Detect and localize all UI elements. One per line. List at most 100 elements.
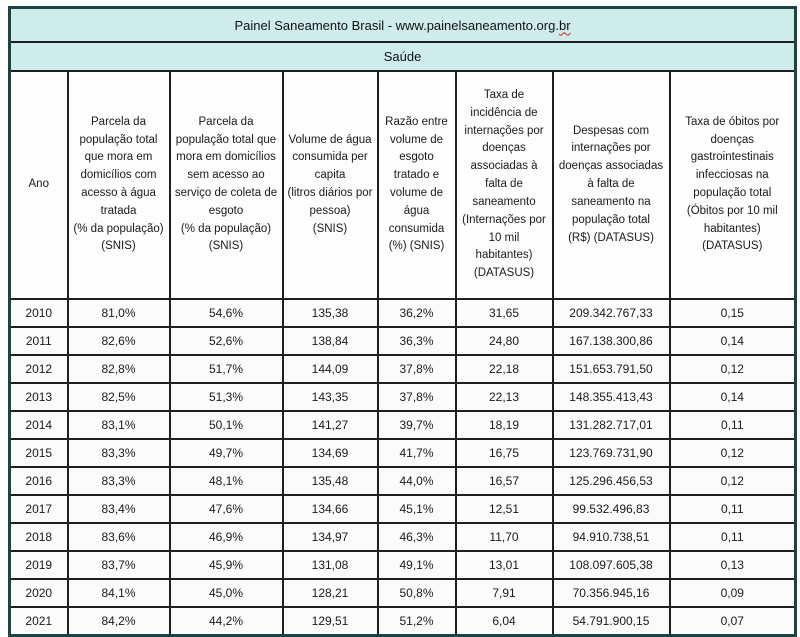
cell-value: 0,11 (668, 494, 797, 524)
cell-value: 108.097.605,38 (551, 550, 671, 580)
cell-value: 131,08 (281, 550, 379, 580)
section-header-saude: Saúde (8, 41, 797, 72)
cell-value: 13,01 (454, 550, 554, 580)
cell-value: 0,11 (668, 522, 797, 552)
cell-value: 22,13 (454, 382, 554, 412)
column-header-despesas: Despesas com internações por doenças ass… (551, 70, 671, 300)
cell-value: 81,0% (66, 298, 171, 328)
cell-value: 49,7% (168, 438, 284, 468)
cell-value: 0,13 (668, 550, 797, 580)
table-row: 2014 83,1% 50,1% 141,27 39,7% 18,19 131.282.71… (8, 410, 797, 440)
cell-value: 134,69 (281, 438, 379, 468)
cell-value: 51,7% (168, 354, 284, 384)
cell-value: 135,48 (281, 466, 379, 496)
cell-year: 2011 (8, 326, 69, 356)
cell-value: 45,9% (168, 550, 284, 580)
cell-value: 129,51 (281, 606, 379, 637)
table-row: 2020 84,1% 45,0% 128,21 50,8% 7,91 70.356.945,… (8, 578, 797, 608)
column-header-agua-tratada: Parcela da população total que mora em d… (66, 70, 171, 300)
cell-year: 2012 (8, 354, 69, 384)
cell-value: 83,1% (66, 410, 171, 440)
cell-value: 54.791.900,15 (551, 606, 671, 637)
cell-value: 131.282.717,01 (551, 410, 671, 440)
cell-value: 167.138.300,86 (551, 326, 671, 356)
cell-value: 45,1% (376, 494, 457, 524)
table-title-spellcheck-text: br (558, 17, 571, 33)
cell-value: 141,27 (281, 410, 379, 440)
table-row: 2018 83,6% 46,9% 134,97 46,3% 11,70 94.910.738… (8, 522, 797, 552)
column-header-volume-agua: Volume de água consumida per capita (lit… (281, 70, 379, 300)
cell-value: 151.653.791,50 (551, 354, 671, 384)
cell-value: 83,7% (66, 550, 171, 580)
cell-value: 99.532.496,83 (551, 494, 671, 524)
cell-value: 6,04 (454, 606, 554, 637)
column-header-sem-coleta-esgoto: Parcela da população total que mora em d… (168, 70, 284, 300)
cell-value: 0,12 (668, 466, 797, 496)
cell-value: 123.769.731,90 (551, 438, 671, 468)
cell-value: 36,3% (376, 326, 457, 356)
cell-value: 0,11 (668, 410, 797, 440)
cell-value: 16,57 (454, 466, 554, 496)
cell-value: 51,3% (168, 382, 284, 412)
table-row: 2010 81,0% 54,6% 135,38 36,2% 31,65 209.342.76… (8, 298, 797, 328)
cell-year: 2021 (8, 606, 69, 637)
table-row: 2015 83,3% 49,7% 134,69 41,7% 16,75 123.769.73… (8, 438, 797, 468)
cell-value: 83,6% (66, 522, 171, 552)
cell-value: 70.356.945,16 (551, 578, 671, 608)
cell-value: 94.910.738,51 (551, 522, 671, 552)
column-header-taxa-internacoes: Taxa de incidência de internações por do… (454, 70, 554, 300)
table-title-row: Painel Saneamento Brasil - www.painelsan… (8, 6, 797, 43)
cell-value: 83,4% (66, 494, 171, 524)
table-title: Painel Saneamento Brasil - www.painelsan… (8, 6, 797, 43)
cell-value: 49,1% (376, 550, 457, 580)
cell-year: 2016 (8, 466, 69, 496)
cell-value: 144,09 (281, 354, 379, 384)
column-header-taxa-obitos: Taxa de óbitos por doenças gastrointesti… (668, 70, 797, 300)
cell-value: 134,97 (281, 522, 379, 552)
column-header-razao-esgoto: Razão entre volume de esgoto tratado e v… (376, 70, 457, 300)
cell-value: 37,8% (376, 382, 457, 412)
cell-value: 44,2% (168, 606, 284, 637)
cell-value: 84,2% (66, 606, 171, 637)
cell-value: 125.296.456,53 (551, 466, 671, 496)
column-header-ano: Ano (8, 70, 69, 300)
cell-value: 12,51 (454, 494, 554, 524)
table-row: 2012 82,8% 51,7% 144,09 37,8% 22,18 151.653.79… (8, 354, 797, 384)
cell-year: 2020 (8, 578, 69, 608)
cell-value: 0,14 (668, 382, 797, 412)
table-row: 2019 83,7% 45,9% 131,08 49,1% 13,01 108.097.60… (8, 550, 797, 580)
cell-value: 16,75 (454, 438, 554, 468)
cell-value: 83,3% (66, 438, 171, 468)
cell-year: 2010 (8, 298, 69, 328)
cell-value: 46,3% (376, 522, 457, 552)
cell-value: 50,8% (376, 578, 457, 608)
cell-value: 45,0% (168, 578, 284, 608)
cell-value: 31,65 (454, 298, 554, 328)
cell-value: 209.342.767,33 (551, 298, 671, 328)
cell-value: 36,2% (376, 298, 457, 328)
cell-value: 41,7% (376, 438, 457, 468)
table-row: 2016 83,3% 48,1% 135,48 44,0% 16,57 125.296.45… (8, 466, 797, 496)
cell-value: 143,35 (281, 382, 379, 412)
table-row: 2017 83,4% 47,6% 134,66 45,1% 12,51 99.532.496… (8, 494, 797, 524)
cell-value: 82,6% (66, 326, 171, 356)
cell-year: 2013 (8, 382, 69, 412)
cell-value: 18,19 (454, 410, 554, 440)
cell-year: 2018 (8, 522, 69, 552)
cell-value: 82,5% (66, 382, 171, 412)
cell-value: 39,7% (376, 410, 457, 440)
cell-value: 51,2% (376, 606, 457, 637)
cell-value: 82,8% (66, 354, 171, 384)
cell-value: 7,91 (454, 578, 554, 608)
cell-value: 54,6% (168, 298, 284, 328)
saneamento-table: Painel Saneamento Brasil - www.painelsan… (8, 6, 798, 637)
cell-value: 22,18 (454, 354, 554, 384)
table-title-text: Painel Saneamento Brasil - www.painelsan… (234, 17, 559, 33)
cell-year: 2015 (8, 438, 69, 468)
cell-value: 138,84 (281, 326, 379, 356)
column-header-row: Ano Parcela da população total que mora … (8, 70, 797, 300)
cell-value: 0,09 (668, 578, 797, 608)
cell-value: 128,21 (281, 578, 379, 608)
cell-year: 2017 (8, 494, 69, 524)
cell-value: 48,1% (168, 466, 284, 496)
